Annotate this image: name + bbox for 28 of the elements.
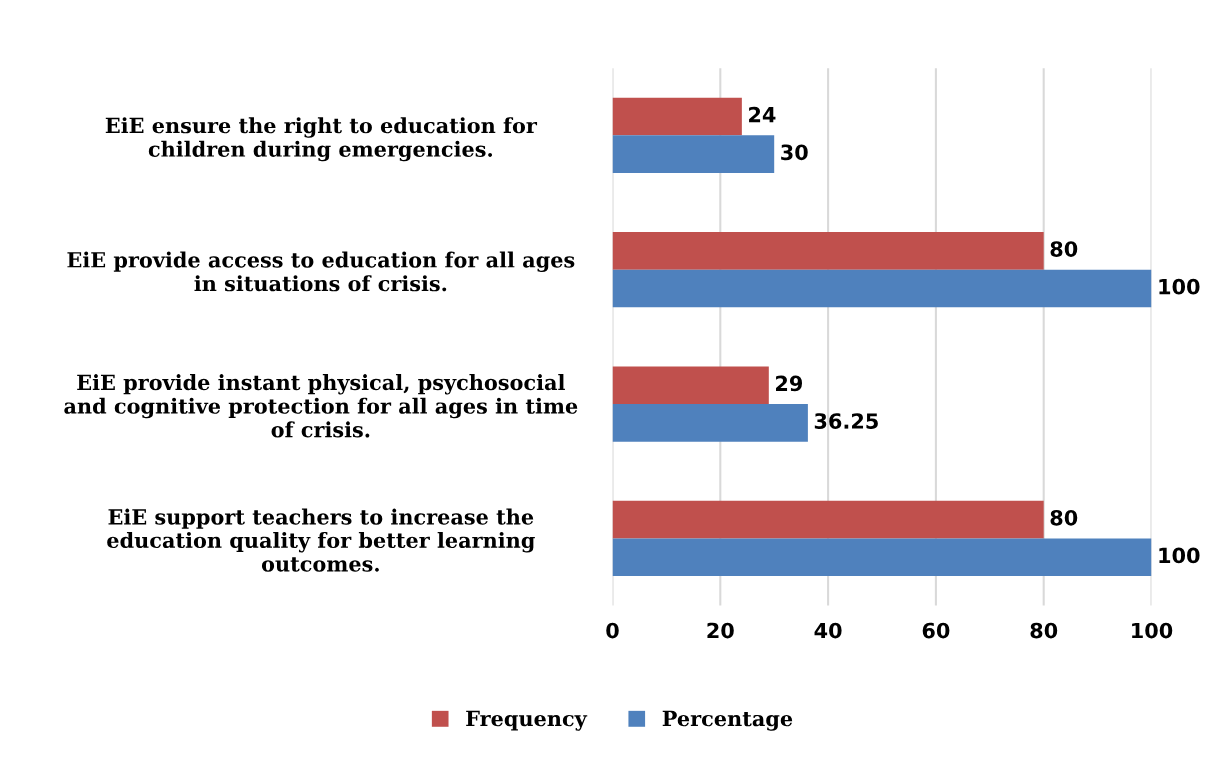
legend-label: Frequency xyxy=(466,710,588,731)
legend-label: Percentage xyxy=(662,710,793,731)
data-label: 80 xyxy=(1050,241,1078,257)
data-label: 30 xyxy=(781,144,808,161)
data-label: 80 xyxy=(1050,509,1078,526)
data-label: 24 xyxy=(749,106,776,123)
x-tick-label: 0 xyxy=(606,622,619,639)
bar xyxy=(612,538,1152,577)
bar xyxy=(612,500,1044,539)
x-tick-label: 80 xyxy=(1030,622,1058,639)
x-tick-label: 20 xyxy=(707,622,734,639)
bar xyxy=(612,232,1044,270)
y-tick-label: EiE ensure the right to education for children during emergencies. xyxy=(105,117,538,162)
y-tick-label: EiE provide instant physical, psychosocial and cognitive protection for all ages in time of crisis. xyxy=(64,374,578,438)
data-label: 29 xyxy=(776,375,803,392)
x-tick-label: 40 xyxy=(814,622,842,639)
bar xyxy=(612,404,808,442)
bar xyxy=(612,97,742,136)
bar xyxy=(612,366,769,405)
bar xyxy=(612,135,775,173)
data-label: 100 xyxy=(1159,547,1200,564)
y-tick-label: EiE provide access to education for all ages in situations of crisis. xyxy=(67,251,575,292)
x-tick-label: 60 xyxy=(922,622,950,639)
data-label: 36.25 xyxy=(814,413,878,429)
bar xyxy=(612,269,1152,308)
x-tick-label: 100 xyxy=(1132,622,1173,639)
y-tick-label: EiE support teachers to increase the education quality for better learning outcomes. xyxy=(107,508,535,572)
data-label: 100 xyxy=(1159,278,1200,295)
